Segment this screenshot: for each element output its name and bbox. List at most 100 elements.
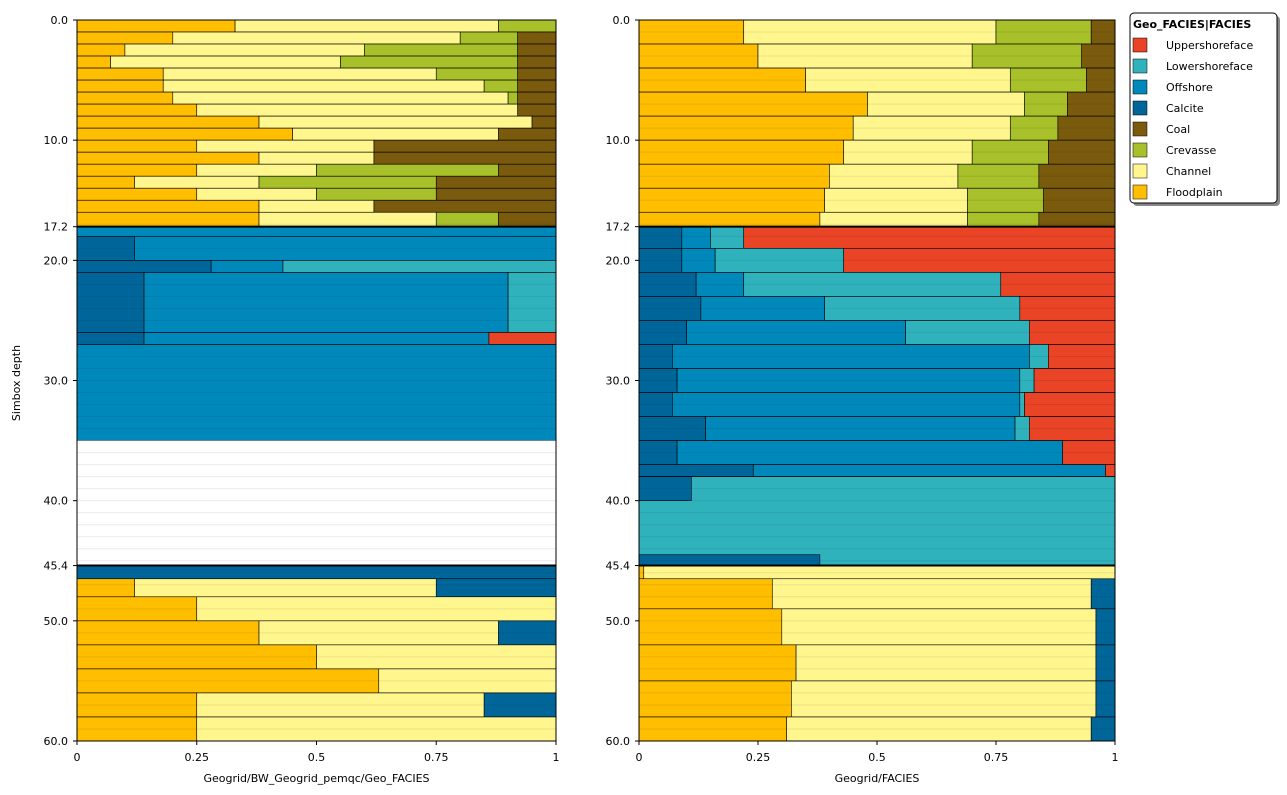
facies-segment [843, 139, 973, 165]
facies-segment [76, 344, 557, 441]
empty-interval [77, 440, 556, 566]
facies-segment [76, 644, 317, 670]
facies-segment [971, 139, 1049, 165]
facies-segment [76, 175, 135, 189]
x-tick-label: 0 [636, 751, 643, 764]
x-axis-label-right: Geogrid/FACIES [835, 772, 920, 785]
facies-segment [867, 91, 1025, 117]
legend-label: Uppershoreface [1166, 39, 1253, 52]
facies-segment [638, 248, 683, 273]
facies-segment [76, 31, 174, 45]
y-tick-label: 20.0 [606, 254, 631, 267]
facies-segment [771, 578, 1092, 610]
legend-swatch [1132, 79, 1148, 95]
facies-segment [378, 668, 557, 694]
facies-segment [905, 320, 1030, 345]
facies-segment [638, 272, 697, 297]
facies-segment [258, 199, 375, 213]
facies-segment [435, 67, 518, 81]
facies-segment [791, 680, 1097, 718]
facies-segment [258, 175, 437, 189]
facies-segment [124, 43, 365, 57]
facies-segment [757, 43, 973, 69]
legend-label: Floodplain [1166, 186, 1223, 199]
facies-segment [76, 55, 111, 69]
facies-segment [258, 151, 375, 165]
facies-segment [258, 620, 499, 646]
legend-label: Calcite [1166, 102, 1204, 115]
facies-segment [1105, 464, 1116, 477]
facies-segment [1024, 392, 1116, 417]
facies-segment [1029, 416, 1116, 441]
facies-segment [971, 43, 1082, 69]
facies-segment [459, 31, 518, 45]
facies-segment [76, 103, 198, 117]
facies-segment [1038, 163, 1116, 189]
facies-segment [638, 416, 706, 441]
facies-segment [638, 67, 806, 93]
facies-segment [373, 199, 557, 213]
facies-segment [483, 79, 518, 93]
facies-segment [786, 716, 1092, 742]
facies-segment [743, 19, 997, 45]
facies-segment [1009, 67, 1087, 93]
facies-segment [76, 91, 174, 105]
facies-segment [686, 320, 906, 345]
facies-segment [1095, 680, 1116, 718]
facies-segment [638, 565, 645, 580]
facies-segment [76, 139, 198, 153]
facies-segment [517, 31, 557, 45]
y-tick-label: 30.0 [606, 375, 631, 388]
x-tick-label: 0.5 [308, 751, 326, 764]
facies-segment [373, 151, 557, 165]
facies-segment [435, 187, 557, 201]
facies-segment [1000, 272, 1116, 297]
facies-segment [681, 226, 711, 249]
facies-segment [76, 565, 557, 580]
legend-label: Lowershoreface [1166, 60, 1253, 73]
facies-segment [110, 55, 341, 69]
legend-title: Geo_FACIES|FACIES [1133, 18, 1251, 31]
facies-segment [752, 464, 1106, 477]
facies-segment [76, 151, 260, 165]
facies-segment [76, 596, 198, 622]
facies-segment [172, 91, 509, 105]
facies-segment [1009, 115, 1059, 141]
facies-segment [162, 79, 485, 93]
facies-segment [498, 127, 557, 141]
facies-segment [196, 139, 375, 153]
x-tick-label: 0.25 [746, 751, 771, 764]
facies-segment [743, 226, 1116, 249]
facies-segment [143, 332, 490, 345]
facies-segment [76, 260, 212, 273]
y-tick-label: 40.0 [44, 495, 69, 508]
facies-segment [76, 272, 145, 333]
facies-segment [196, 716, 557, 742]
facies-segment [134, 236, 557, 261]
facies-segment [234, 19, 499, 33]
facies-segment [700, 296, 825, 321]
facies-segment [638, 464, 754, 477]
facies-segment [638, 226, 683, 249]
facies-segment [76, 163, 198, 177]
y-tick-label: 30.0 [44, 375, 69, 388]
facies-segment [292, 127, 499, 141]
facies-segment [824, 296, 1021, 321]
legend-swatch [1132, 163, 1148, 179]
legend-swatch [1132, 121, 1148, 137]
facies-segment [1095, 644, 1116, 682]
facies-segment [172, 31, 461, 45]
y-tick-label: 40.0 [606, 495, 631, 508]
facies-segment [957, 163, 1040, 189]
facies-segment [824, 187, 968, 213]
y-tick-label: 10.0 [606, 134, 631, 147]
facies-segment [995, 19, 1092, 45]
legend-swatch [1132, 100, 1148, 116]
facies-segment [1095, 608, 1116, 646]
y-tick-label: 45.4 [606, 560, 631, 573]
facies-segment [681, 248, 716, 273]
facies-segment [507, 91, 518, 105]
facies-segment [638, 115, 854, 141]
panel-left: Geogrid/BW_Geogrid_pemqc/Geo_FACIES 0.0 1… [44, 14, 560, 785]
